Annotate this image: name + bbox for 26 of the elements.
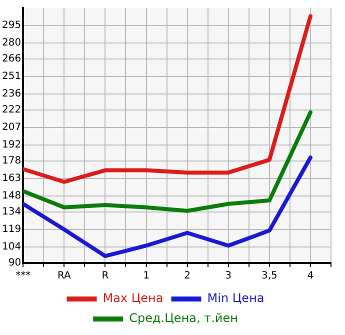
legend-label: Max Цена (102, 291, 164, 306)
y-tick-label: 163 (2, 172, 22, 184)
legend-label: Сред.Цена, т.йен (129, 311, 238, 326)
y-tick-label: 207 (2, 122, 22, 133)
x-tick-label: R (102, 270, 109, 282)
y-tick-label: 251 (2, 70, 22, 82)
y-tick-label: 119 (2, 224, 22, 235)
y-tick-label: 295 (2, 20, 22, 31)
y-tick-label: 104 (2, 241, 22, 252)
y-tick-label: 192 (2, 139, 22, 150)
y-tick-label: 90 (8, 258, 22, 269)
y-tick-label: 222 (2, 104, 22, 116)
legend-label: Min Цена (207, 291, 264, 306)
y-tick-label: 178 (2, 156, 22, 167)
x-tick-label: 4 (307, 270, 314, 282)
y-tick-label: 280 (2, 37, 22, 48)
y-tick-label: 236 (2, 88, 22, 100)
y-tick-label: 134 (2, 206, 22, 218)
x-tick-label: 3 (225, 270, 232, 282)
x-tick-label: 1 (143, 270, 150, 282)
x-tick-label: 2 (184, 270, 190, 282)
x-tick-label: RA (57, 270, 71, 282)
x-tick-label: 3,5 (261, 270, 278, 282)
y-tick-label: 148 (2, 190, 22, 202)
y-tick-label: 266 (2, 54, 22, 65)
x-tick-label: *** (16, 270, 31, 282)
